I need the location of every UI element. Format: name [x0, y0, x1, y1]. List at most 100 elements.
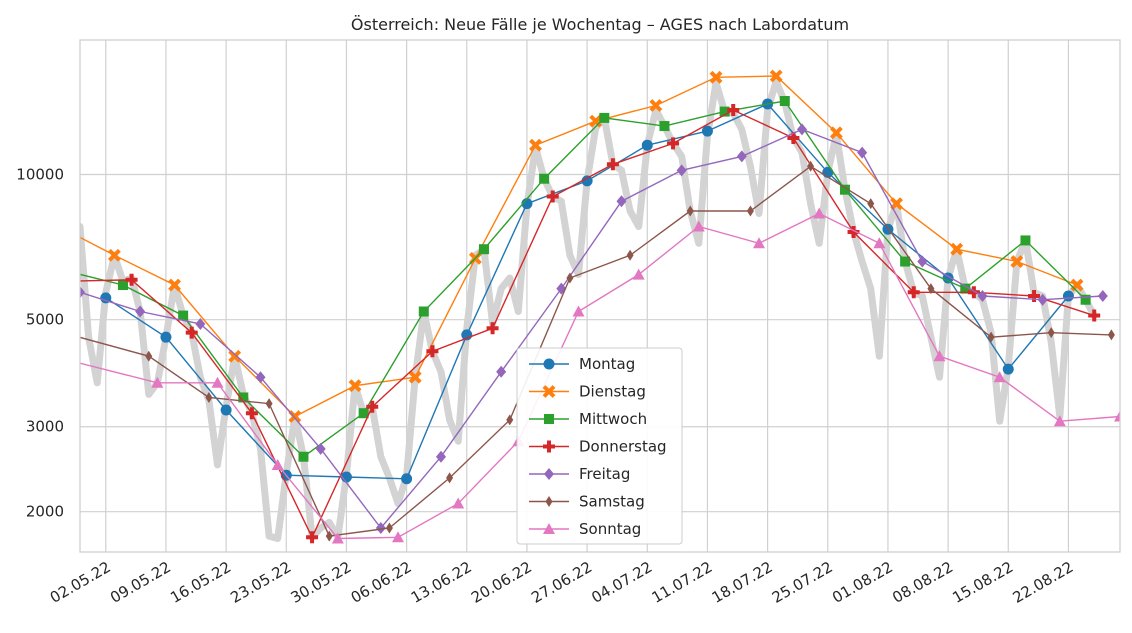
series-sonntag [80, 207, 1120, 544]
data-point-marker [692, 220, 705, 232]
data-point-marker [375, 522, 386, 535]
data-point-marker [331, 532, 344, 544]
data-point-marker [401, 473, 413, 485]
legend-label: Freitag [579, 465, 630, 483]
series-line [80, 212, 1120, 540]
data-point-marker [746, 205, 754, 217]
data-point-marker [686, 205, 694, 217]
data-point-marker [205, 391, 213, 403]
data-point-marker [539, 173, 550, 184]
data-point-marker [385, 522, 393, 534]
data-point-marker [392, 531, 405, 543]
data-point-marker [839, 184, 850, 195]
legend-label: Mittwoch [579, 410, 647, 428]
data-point-marker [245, 407, 258, 420]
data-point-marker [917, 255, 928, 268]
data-point-marker [426, 345, 439, 358]
data-point-marker [1062, 290, 1074, 302]
data-point-marker [701, 125, 713, 137]
legend-item: Sonntag [529, 520, 641, 538]
data-point-marker [452, 497, 465, 509]
data-point-marker [100, 292, 112, 304]
data-point-marker [606, 158, 619, 171]
legend-item: Donnerstag [529, 438, 667, 456]
data-point-marker [977, 289, 988, 302]
data-point-marker [185, 326, 198, 339]
x-tick-label: 11.07.22 [649, 558, 716, 607]
data-point-marker [521, 198, 533, 210]
data-point-marker [857, 146, 868, 159]
x-tick-label: 27.06.22 [528, 558, 595, 607]
data-point-marker [927, 283, 935, 295]
data-point-marker [145, 350, 153, 362]
data-point-marker [435, 450, 446, 463]
legend-item: Montag [529, 355, 635, 373]
y-tick-label: 2000 [26, 503, 64, 521]
x-tick-label: 23.05.22 [227, 558, 294, 607]
x-tick-label: 13.06.22 [408, 558, 475, 607]
data-point-marker [496, 365, 507, 378]
x-tick-label: 08.08.22 [889, 558, 956, 607]
data-point-marker [900, 256, 911, 267]
series-samstag [59, 160, 1115, 542]
legend-item: Samstag [529, 493, 645, 511]
x-tick-label: 22.08.22 [1010, 558, 1077, 607]
data-point-marker [178, 310, 189, 321]
legend-item: Mittwoch [529, 410, 647, 428]
data-point-marker [211, 376, 224, 388]
data-point-marker [160, 331, 172, 343]
series-line [80, 128, 1103, 530]
data-point-marker [168, 278, 181, 292]
x-tick-label: 02.05.22 [47, 558, 114, 607]
legend-label: Samstag [579, 493, 645, 511]
data-point-marker [907, 286, 920, 299]
x-tick-label: 30.05.22 [288, 558, 355, 607]
y-tick-label: 5000 [26, 311, 64, 329]
data-point-marker [348, 379, 362, 393]
data-point-marker [546, 190, 559, 203]
data-point-marker [649, 99, 663, 112]
data-point-marker [993, 371, 1006, 383]
data-point-marker [543, 440, 555, 453]
data-point-marker [787, 132, 800, 145]
data-point-marker [543, 358, 555, 370]
data-point-marker [151, 376, 164, 388]
x-tick-label: 04.07.22 [588, 558, 655, 607]
data-point-marker [315, 442, 326, 455]
data-point-marker [59, 327, 66, 338]
x-tick-label: 20.06.22 [468, 558, 535, 607]
data-point-marker [1107, 329, 1115, 341]
data-point-marker [572, 305, 585, 317]
data-point-marker [1037, 293, 1048, 306]
series-lines [59, 69, 1120, 544]
data-point-marker [641, 139, 653, 151]
data-point-marker [325, 530, 333, 542]
data-point-marker [589, 114, 603, 128]
x-tick-label: 16.05.22 [167, 558, 234, 607]
legend-item: Freitag [529, 465, 630, 483]
legend-item: Dienstag [529, 383, 646, 401]
series-line [80, 109, 1095, 539]
data-point-marker [117, 280, 128, 291]
data-point-marker [1020, 235, 1031, 246]
data-point-marker [626, 249, 634, 261]
x-tick-labels: 02.05.2209.05.2216.05.2223.05.2230.05.22… [47, 558, 1076, 607]
data-point-marker [238, 392, 249, 403]
data-point-marker [727, 104, 740, 117]
data-point-marker [736, 150, 747, 163]
data-point-marker [796, 123, 807, 136]
data-point-marker [867, 198, 875, 210]
data-point-marker [486, 322, 499, 335]
data-point-marker [1114, 410, 1120, 422]
data-point-marker [960, 283, 971, 294]
data-point-marker [813, 207, 826, 219]
x-tick-label: 06.06.22 [348, 558, 415, 607]
plot-frame [79, 39, 1121, 553]
legend: Montag Dienstag Mittwoch Donnerstag Freitag S… [516, 347, 683, 545]
data-point-marker [1028, 289, 1041, 302]
series-line [80, 75, 1078, 418]
data-point-marker [358, 408, 369, 419]
legend-label: Sonntag [579, 520, 641, 538]
data-point-marker [1002, 363, 1014, 375]
